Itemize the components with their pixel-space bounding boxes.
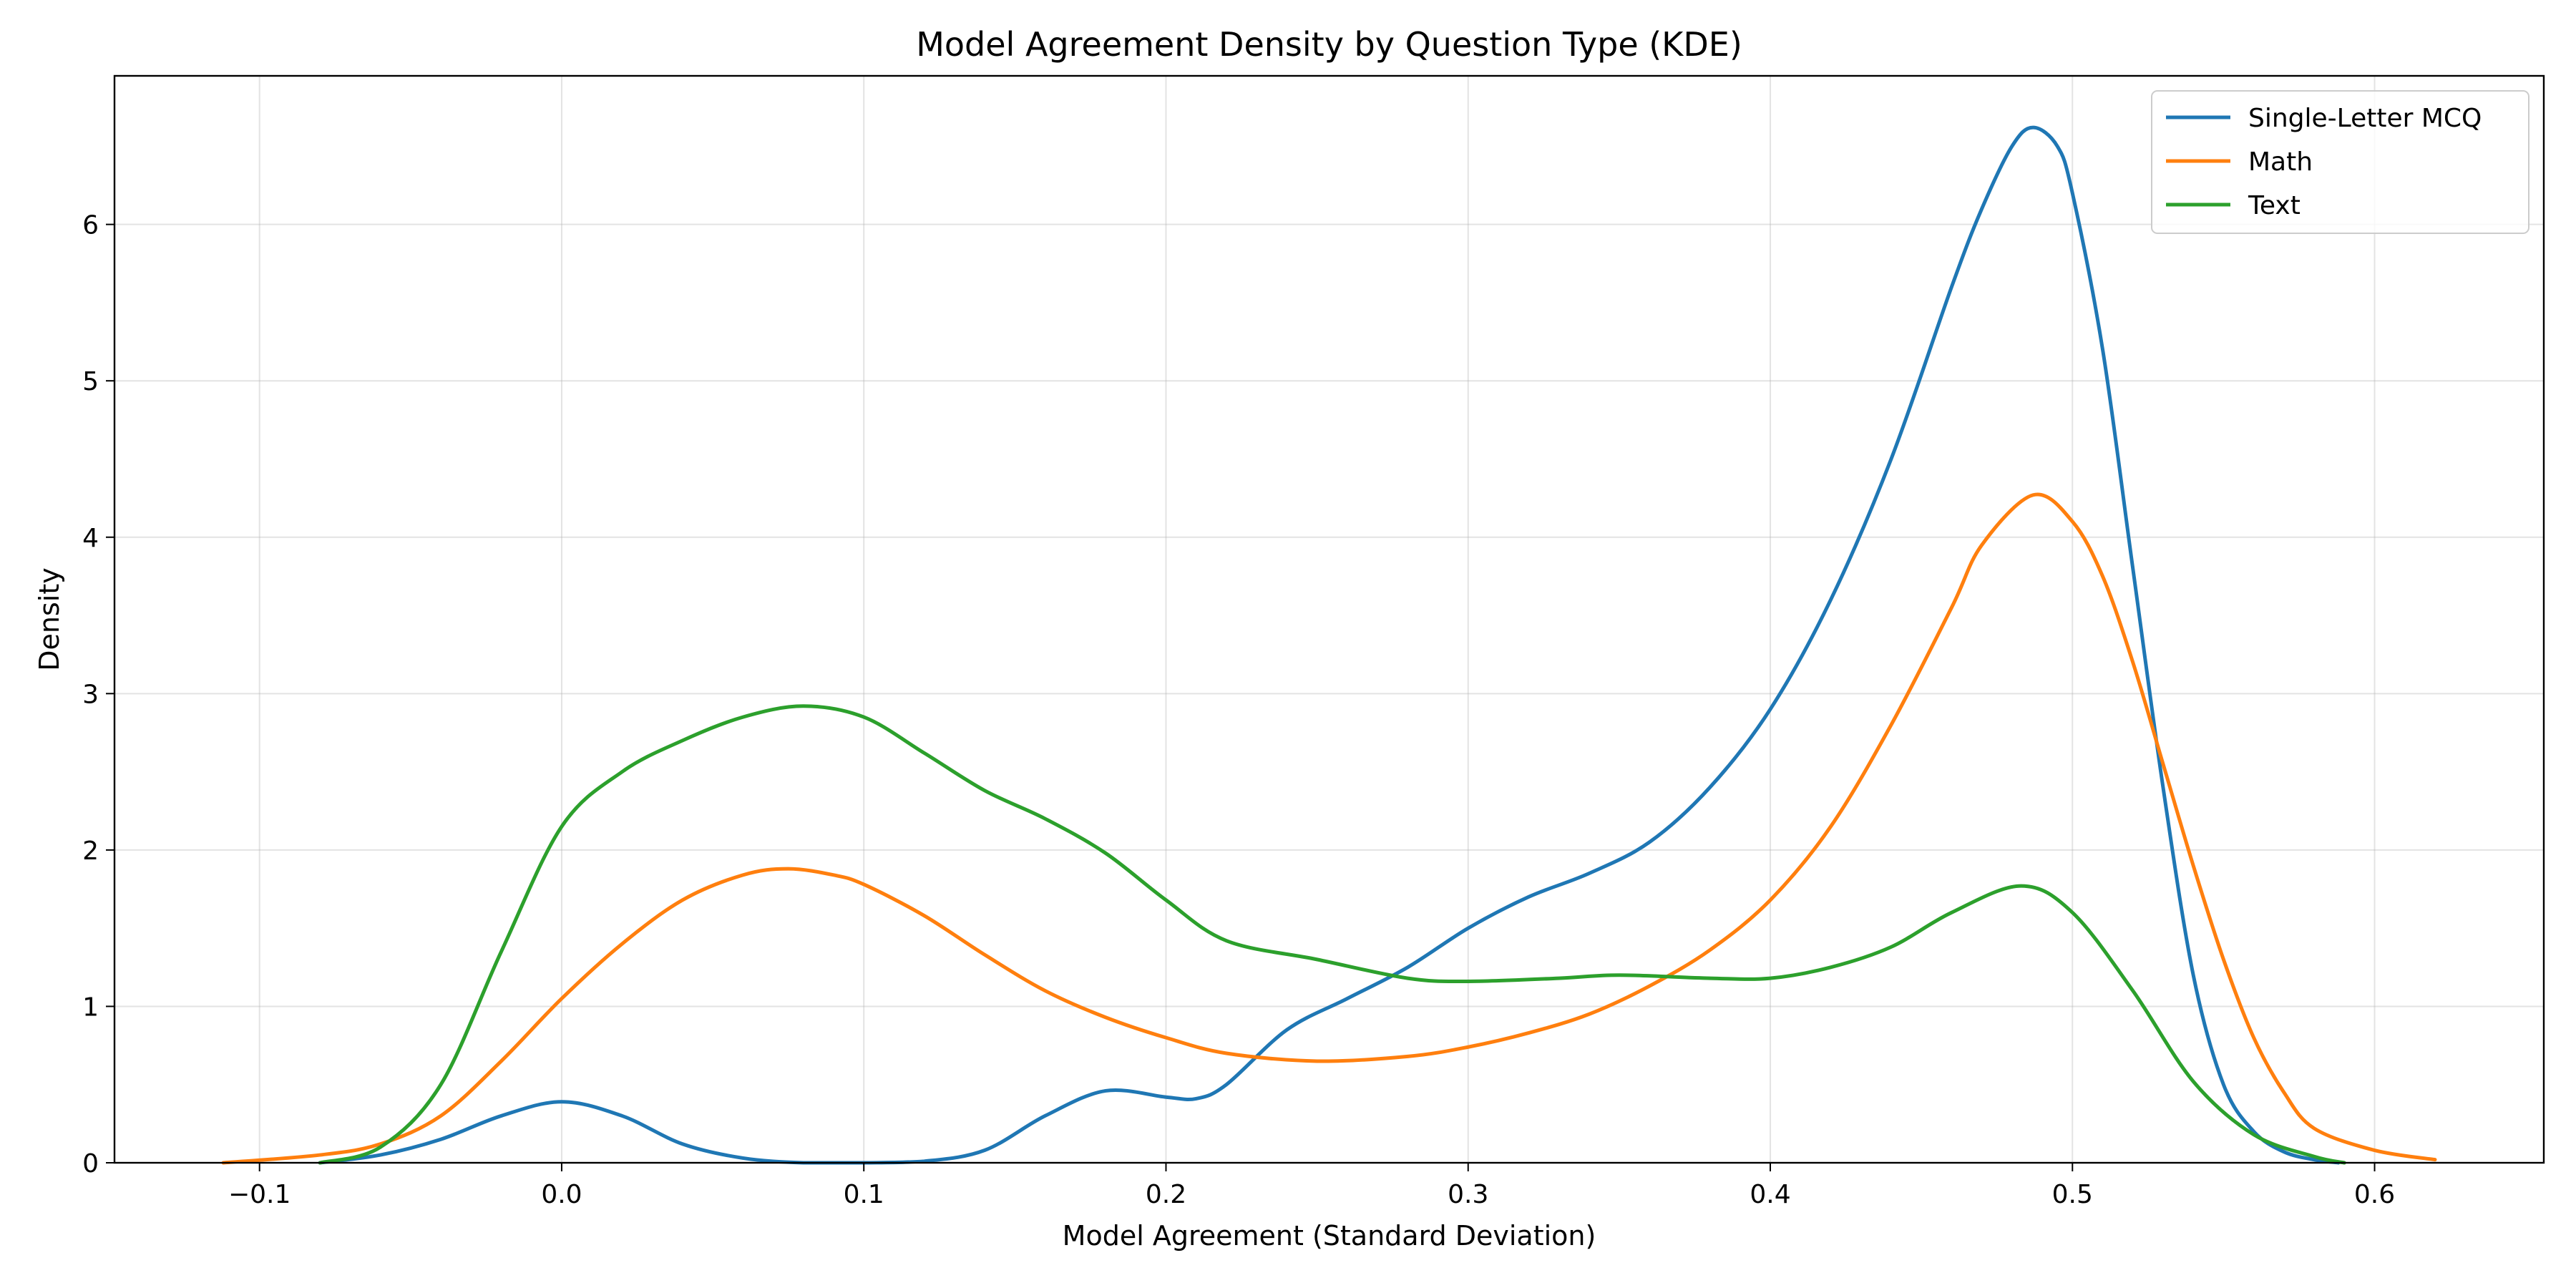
x-tick-label: 0.2 <box>1146 1180 1186 1209</box>
legend-box <box>2151 90 2529 234</box>
x-tick-label: −0.1 <box>228 1180 291 1209</box>
ticks: −0.1 0.0 0.1 0.2 0.3 0.4 0.5 0.6 0 1 2 3 4 5 6 <box>82 211 2395 1209</box>
y-tick-label: 2 <box>82 836 99 866</box>
y-tick-label: 0 <box>82 1149 99 1179</box>
y-tick-label: 4 <box>82 524 99 553</box>
legend-label-single-letter-mcq: Single-Letter MCQ <box>2248 104 2482 133</box>
y-tick-label: 3 <box>82 680 99 709</box>
legend-label-text: Text <box>2248 191 2301 220</box>
series-line-math <box>221 492 2437 1165</box>
series-layer <box>221 125 2437 1165</box>
y-tick-label: 6 <box>82 211 99 240</box>
series-line-text <box>318 704 2346 1165</box>
x-tick-label: 0.1 <box>844 1180 884 1209</box>
x-tick-label: 0.6 <box>2354 1180 2395 1209</box>
x-tick-label: 0.0 <box>541 1180 582 1209</box>
y-axis-label: Density <box>34 567 65 670</box>
x-tick-label: 0.5 <box>2052 1180 2093 1209</box>
y-tick-label: 1 <box>82 992 99 1022</box>
series-line-single-letter-mcq <box>318 125 2341 1165</box>
legend: Single-Letter MCQ Math Text <box>2151 90 2529 234</box>
y-tick-label: 5 <box>82 367 99 396</box>
x-tick-label: 0.3 <box>1448 1180 1488 1209</box>
legend-label-math: Math <box>2248 147 2313 177</box>
x-tick-label: 0.4 <box>1750 1180 1790 1209</box>
x-axis-label: Model Agreement (Standard Deviation) <box>1063 1220 1596 1252</box>
plot-frame <box>113 74 2545 1164</box>
chart-title: Model Agreement Density by Question Type… <box>916 25 1742 64</box>
